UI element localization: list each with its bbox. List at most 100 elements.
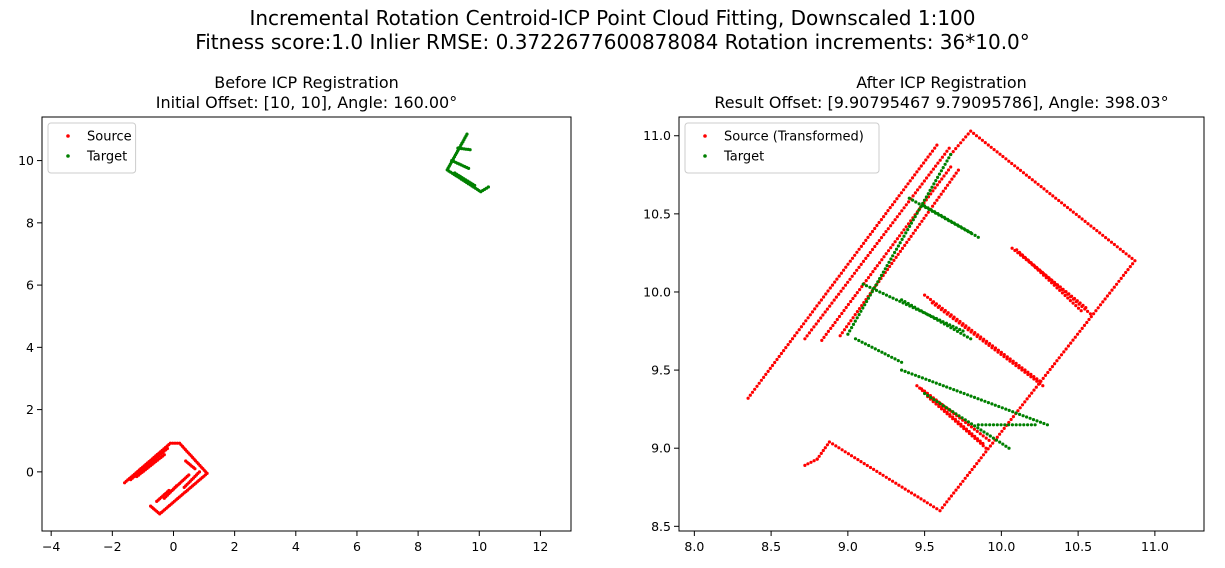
data-point [930, 185, 934, 189]
data-point [884, 475, 888, 479]
data-point [1011, 415, 1016, 419]
legend-marker [66, 134, 70, 138]
data-point [1066, 296, 1070, 300]
data-point [770, 363, 775, 368]
data-point [828, 304, 832, 308]
data-point [861, 306, 865, 310]
subplot-title-line2: Result Offset: [9.90795467 9.79095786], … [714, 93, 1168, 112]
y-tick-label: 11.0 [643, 128, 671, 143]
data-point [823, 310, 827, 314]
data-point [1071, 297, 1076, 301]
data-point [920, 182, 924, 186]
data-point [859, 262, 863, 266]
data-point [951, 317, 955, 321]
series-1-points [846, 152, 1049, 450]
data-point [944, 171, 948, 175]
data-point [1048, 367, 1052, 372]
data-point [909, 221, 914, 225]
data-point [905, 240, 909, 244]
data-point [757, 381, 761, 385]
data-point [849, 454, 854, 458]
data-point [965, 229, 970, 233]
data-point [887, 260, 891, 264]
data-point [972, 131, 976, 135]
data-point [895, 237, 900, 241]
data-point [866, 235, 870, 239]
data-point [911, 198, 915, 202]
data-point [979, 456, 983, 460]
data-point [788, 340, 792, 344]
data-point [1004, 157, 1008, 161]
data-point [954, 171, 958, 175]
data-point [959, 225, 963, 229]
data-point [863, 303, 867, 307]
data-point [846, 280, 850, 284]
data-point [880, 258, 884, 262]
data-point [875, 264, 879, 268]
data-point [827, 440, 832, 444]
data-point [977, 136, 982, 140]
data-point [1054, 283, 1059, 287]
data-point [934, 164, 938, 168]
data-point [815, 304, 819, 308]
y-tick-label: 2 [26, 402, 34, 417]
data-point [859, 309, 863, 313]
data-point [821, 313, 825, 317]
data-point [956, 422, 960, 426]
data-point [1042, 187, 1046, 191]
data-point [1018, 168, 1023, 172]
data-point [936, 175, 940, 179]
data-point [875, 241, 879, 246]
data-point [910, 372, 914, 376]
data-point [961, 479, 965, 483]
data-point [829, 326, 833, 330]
data-point [941, 404, 946, 408]
data-point [1043, 273, 1047, 277]
x-tick-label: 8.5 [761, 539, 781, 554]
data-point [964, 135, 968, 139]
data-point [967, 431, 972, 436]
data-point [949, 219, 953, 223]
data-point [887, 477, 892, 481]
data-point [1025, 397, 1029, 401]
data-point [918, 185, 922, 189]
data-point [917, 375, 921, 379]
axes-frame [678, 116, 1205, 532]
data-point [839, 289, 843, 293]
data-point [915, 384, 919, 388]
data-point [852, 271, 857, 275]
data-point [952, 388, 956, 392]
data-point [939, 169, 944, 173]
axes-frame [41, 116, 572, 532]
data-point [866, 296, 871, 300]
data-point [870, 345, 874, 349]
data-point [900, 231, 904, 235]
data-point [1014, 364, 1018, 368]
data-point [797, 328, 801, 332]
data-point [988, 444, 993, 448]
data-point [806, 462, 810, 466]
data-point [857, 247, 861, 251]
data-point [898, 234, 902, 238]
data-point [807, 331, 812, 335]
data-point [867, 343, 871, 348]
data-point [929, 396, 933, 400]
data-point [840, 311, 844, 316]
data-point [1063, 290, 1067, 294]
data-point [870, 290, 874, 294]
data-point [865, 299, 869, 304]
legend-label: Source [87, 130, 132, 145]
data-point [926, 313, 930, 317]
data-point [1026, 372, 1030, 377]
data-point [928, 188, 932, 192]
data-point [976, 423, 980, 427]
data-point [947, 156, 951, 160]
data-point [939, 308, 943, 312]
data-point [954, 412, 958, 416]
data-point [1010, 161, 1014, 166]
data-point [746, 396, 750, 400]
data-point [916, 307, 920, 311]
data-point [876, 280, 880, 284]
data-point [889, 224, 893, 228]
data-point [893, 218, 897, 222]
